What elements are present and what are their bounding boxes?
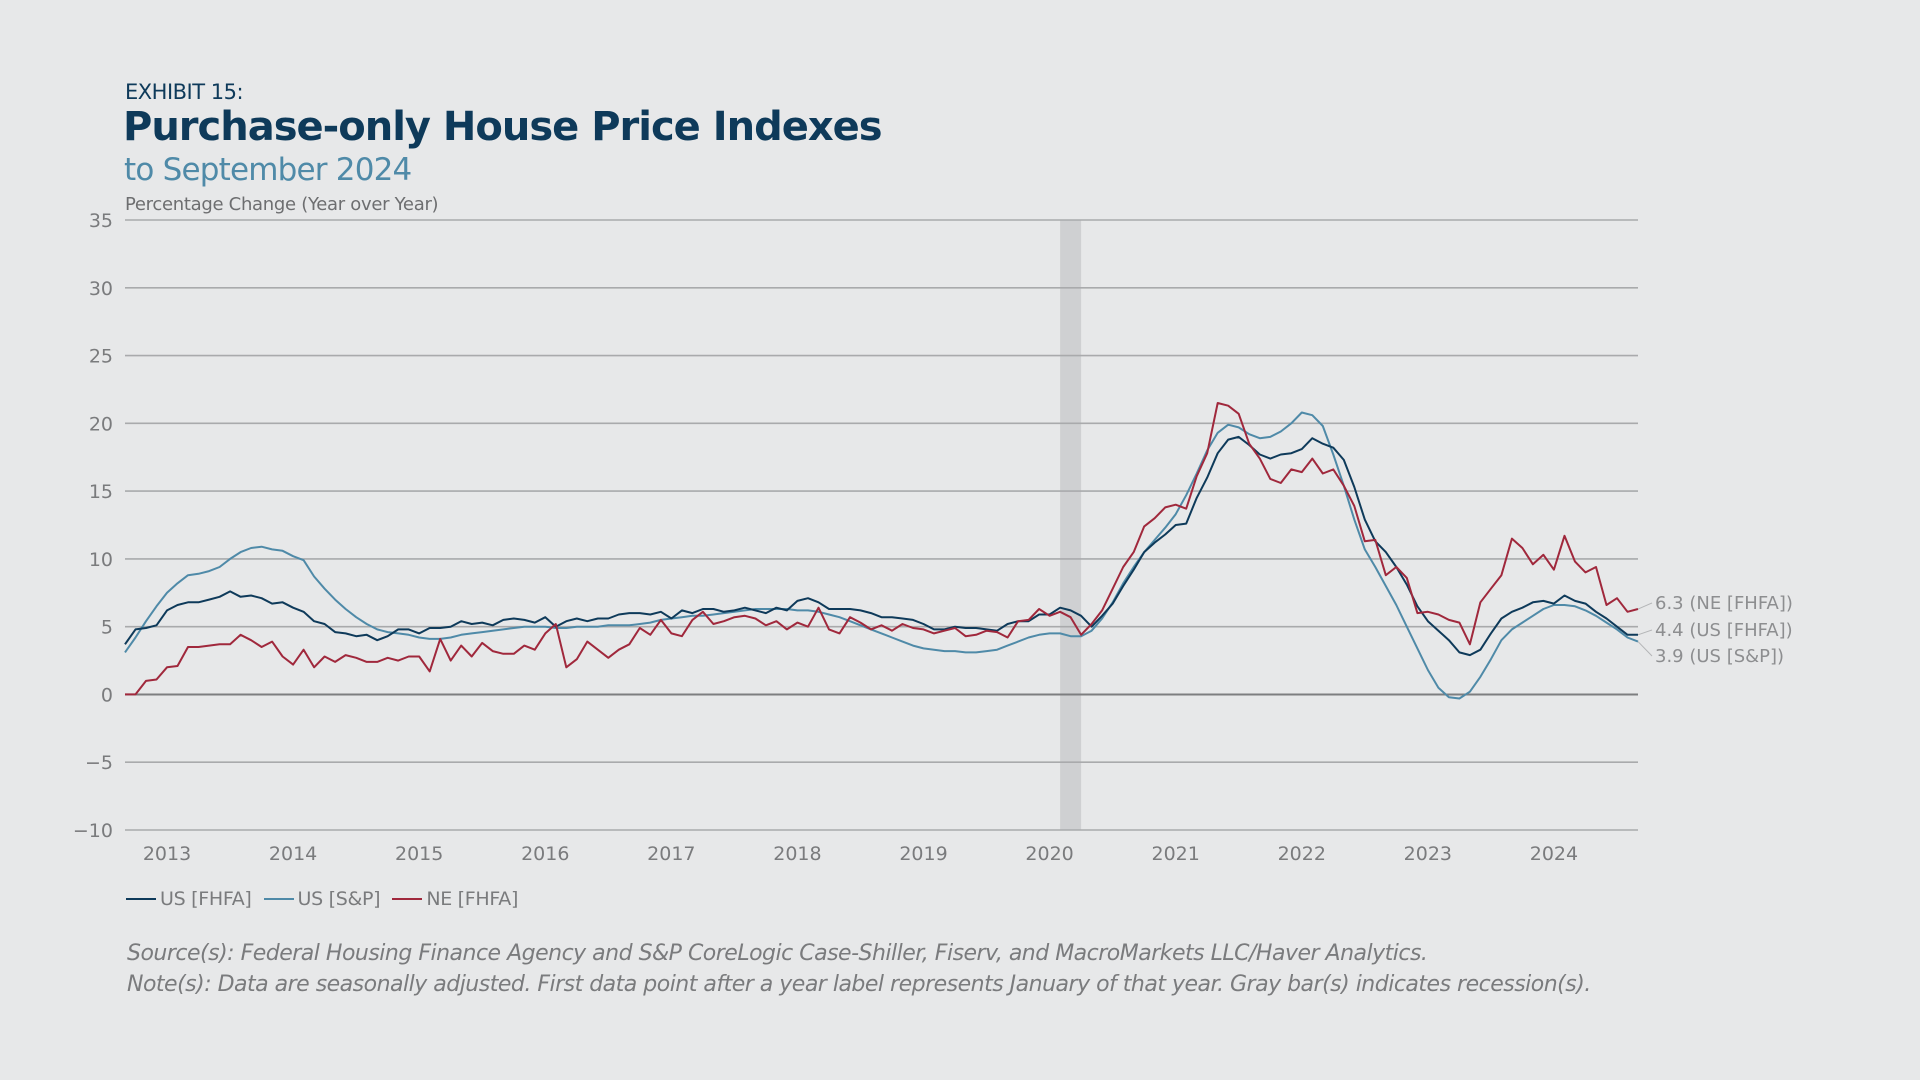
end-label: 3.9 (US [S&P]) — [1655, 646, 1784, 667]
series-line-ne-fhfa — [125, 402, 1639, 696]
y-tick-label: 25 — [89, 346, 113, 368]
series-line-us-fhfa — [124, 435, 1638, 657]
end-label-leader — [1637, 641, 1653, 657]
end-label: 6.3 (NE [FHFA]) — [1655, 593, 1793, 614]
y-tick-label: 10 — [89, 549, 113, 571]
legend-swatch-us-sp — [263, 897, 294, 901]
x-tick-label: 2015 — [395, 843, 443, 865]
x-tick-label: 2014 — [269, 843, 317, 865]
legend: US [FHFA] US [S&P] NE [FHFA] — [126, 888, 518, 910]
x-axis-ticks: 2013 2014 2015 2016 2017 2018 2019 2020 2021 2022… — [143, 843, 1578, 865]
x-tick-label: 2022 — [1278, 843, 1326, 865]
legend-swatch-us-fhfa — [126, 897, 156, 901]
y-tick-label: 5 — [101, 617, 113, 639]
recession-bars — [1060, 220, 1082, 830]
y-tick-label: 15 — [89, 481, 113, 503]
y-tick-label: 0 — [101, 684, 113, 706]
x-tick-label: 2016 — [521, 843, 569, 865]
x-tick-label: 2018 — [773, 843, 821, 865]
series-line-us-s-p — [124, 411, 1639, 700]
y-tick-label: −5 — [85, 752, 113, 774]
chart-subtitle: to September 2024 — [124, 152, 412, 188]
legend-label: NE [FHFA] — [426, 888, 519, 910]
legend-swatch-ne-fhfa — [392, 897, 423, 901]
gridlines — [125, 219, 1638, 831]
y-tick-label: 35 — [89, 210, 113, 232]
chart-title: Purchase-only House Price Indexes — [123, 104, 883, 150]
notes: Source(s): Federal Housing Finance Agenc… — [127, 938, 1591, 1000]
exhibit-label: EXHIBIT 15: — [125, 80, 244, 104]
y-tick-label: −10 — [73, 820, 113, 842]
x-tick-label: 2023 — [1404, 843, 1452, 865]
end-label-leader — [1637, 629, 1653, 636]
y-tick-label: 20 — [89, 413, 113, 435]
x-tick-label: 2020 — [1025, 843, 1073, 865]
legend-label: US [FHFA] — [160, 888, 252, 910]
series-lines — [124, 402, 1639, 700]
y-axis-title: Percentage Change (Year over Year) — [125, 194, 439, 215]
x-tick-label: 2021 — [1152, 843, 1200, 865]
end-labels: 6.3 (NE [FHFA]) 4.4 (US [FHFA]) 3.9 (US [S… — [1637, 593, 1793, 667]
legend-item-us-fhfa[interactable]: US [FHFA] — [126, 888, 252, 910]
x-tick-label: 2019 — [899, 843, 947, 865]
end-label: 4.4 (US [FHFA]) — [1655, 620, 1793, 641]
x-tick-label: 2013 — [143, 843, 191, 865]
x-tick-label: 2017 — [647, 843, 695, 865]
y-tick-label: 30 — [89, 278, 113, 300]
legend-label: US [S&P] — [297, 888, 381, 910]
recession-bar — [1060, 220, 1082, 830]
end-label-leader — [1637, 602, 1653, 610]
source-note: Source(s): Federal Housing Finance Agenc… — [127, 941, 1428, 966]
x-tick-label: 2024 — [1530, 843, 1578, 865]
y-axis-ticks: 35 30 25 20 15 10 5 0 −5 −10 — [73, 210, 113, 842]
legend-item-us-sp[interactable]: US [S&P] — [263, 888, 381, 910]
legend-item-ne-fhfa[interactable]: NE [FHFA] — [392, 888, 518, 910]
data-note: Note(s): Data are seasonally adjusted. F… — [127, 972, 1591, 997]
